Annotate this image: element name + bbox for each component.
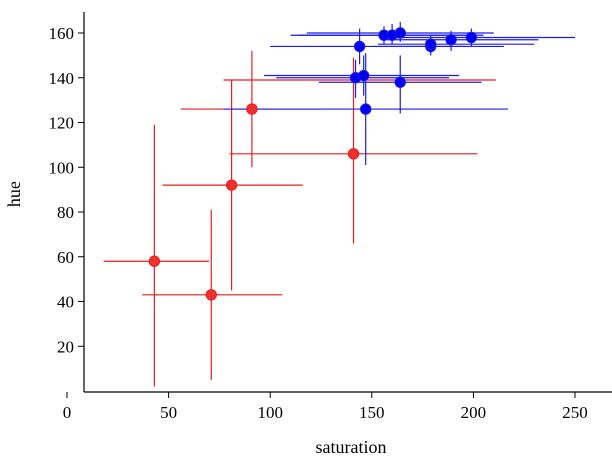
y-tick-label: 120 <box>49 114 75 133</box>
x-tick-label: 200 <box>461 403 487 422</box>
y-tick-label: 100 <box>49 158 75 177</box>
data-point <box>357 69 370 82</box>
y-tick-label: 160 <box>49 24 75 43</box>
y-axis-title: hue <box>4 181 24 207</box>
data-point <box>445 34 457 46</box>
point-layer <box>148 27 478 301</box>
y-tick-label: 80 <box>57 203 74 222</box>
x-tick-label: 100 <box>257 403 283 422</box>
x-tick-label: 150 <box>359 403 385 422</box>
x-axis-title: saturation <box>316 437 387 457</box>
data-point <box>225 179 238 191</box>
y-tick-label: 40 <box>57 293 74 312</box>
data-point <box>465 31 478 44</box>
data-point <box>425 38 437 50</box>
x-tick-label: 50 <box>160 403 177 422</box>
data-point <box>360 103 372 115</box>
x-tick-label: 250 <box>562 403 588 422</box>
errorbar-layer <box>103 21 575 387</box>
data-point <box>394 76 406 88</box>
data-point <box>246 103 258 115</box>
tick-layer: 0 50 100 150 200 250 20 40 60 80 100 120 140 160 <box>49 24 588 422</box>
axes-layer <box>83 12 612 393</box>
y-tick-label: 140 <box>49 69 75 88</box>
data-point <box>394 27 406 39</box>
data-point <box>347 148 360 160</box>
data-point <box>205 289 217 301</box>
y-tick-label: 20 <box>57 337 74 356</box>
x-tick-label: 0 <box>63 403 72 422</box>
y-tick-label: 60 <box>57 248 74 267</box>
data-point <box>353 40 366 53</box>
data-point <box>148 255 161 267</box>
